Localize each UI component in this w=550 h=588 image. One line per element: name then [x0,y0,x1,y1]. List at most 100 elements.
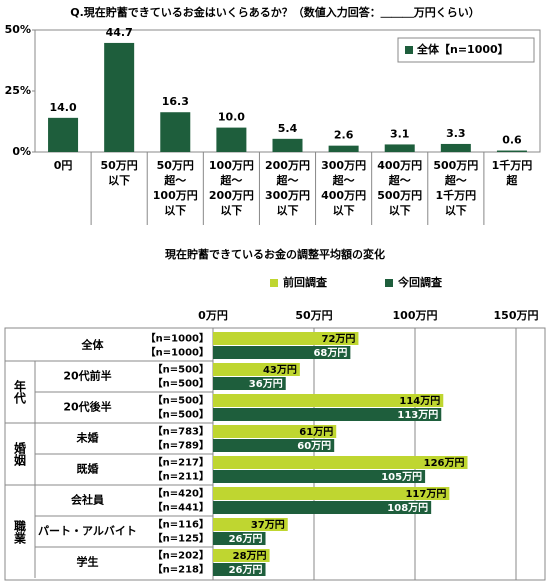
bar [213,501,432,514]
x-tick-label: 50万円 以下 [100,159,138,187]
bar [48,117,79,152]
bar [272,138,303,152]
value-label: 68万円 [313,347,347,359]
bar [440,143,471,152]
value-label: 28万円 [233,550,267,562]
bar [384,144,415,152]
value-label: 43万円 [263,364,297,376]
x-tick-label: 100万円 [393,309,438,322]
legend-swatch [385,279,393,287]
value-label: 16.3 [162,95,189,108]
n-label: 【n=1000】 [146,346,209,359]
bar [496,150,527,152]
category-label: 20代前半 [63,369,111,383]
value-label: 61万円 [299,426,333,438]
category-label: 全体 [81,338,105,352]
chart-title: 現在貯蓄できているお金の調整平均額の変化 [165,247,385,261]
n-label: 【n=202】 [153,549,209,562]
group-label: 年代 [12,380,27,404]
category-label: 既婚 [77,462,99,476]
value-label: 26万円 [229,564,263,576]
n-label: 【n=217】 [153,456,209,469]
legend-label: 全体【n=1000】 [416,42,509,56]
chart-title: Q.現在貯蓄できているお金はいくらあるか？（数値入力回答：＿＿＿万円くらい） [70,5,480,19]
n-label: 【n=789】 [153,439,209,452]
value-label: 114万円 [399,395,440,407]
n-label: 【n=500】 [153,377,209,390]
bar [213,532,266,545]
value-label: 44.7 [106,26,133,39]
category-label: パート・アルバイト [38,525,137,538]
legend-swatch [270,279,278,287]
n-label: 【n=116】 [153,518,209,531]
x-tick-label: 200万円 超～ 300万円 以下 [265,159,310,217]
n-label: 【n=125】 [153,532,209,545]
bar [213,549,270,562]
x-tick-label: 0円 [53,159,73,172]
x-tick-label: 500万円 超～ 1千万円 以下 [433,159,479,217]
bar [213,394,444,407]
value-label: 26万円 [229,533,263,545]
x-tick-label: 300万円 超～ 400万円 以下 [321,159,367,217]
category-label: 学生 [77,555,99,569]
y-tick-label: 0% [12,145,31,158]
legend-label: 今回調査 [397,275,442,289]
value-label: 5.4 [278,122,298,135]
bar [216,127,247,152]
legend-box [397,37,535,63]
n-label: 【n=500】 [153,363,209,376]
bar [213,346,351,359]
n-label: 【n=1000】 [146,332,209,345]
value-label: 126万円 [424,457,465,469]
value-label: 108万円 [387,502,428,514]
bar [213,363,300,376]
value-label: 60万円 [297,440,331,452]
y-tick-label: 50% [5,23,31,36]
n-label: 【n=441】 [153,501,209,514]
n-label: 【n=783】 [153,425,209,438]
bar [160,112,191,152]
bar [328,145,359,152]
bar [213,456,468,469]
value-label: 3.3 [446,127,466,140]
value-label: 10.0 [218,111,245,124]
value-label: 37万円 [251,519,285,531]
x-tick-label: 1千万円 超 [491,159,533,187]
bar [213,332,359,345]
bar [213,487,450,500]
x-tick-label: 100万円 超～ 200万円 以下 [208,159,254,217]
bar [213,425,337,438]
x-tick-label: 400万円 超～ 500万円 以下 [377,159,423,217]
value-label: 117万円 [405,488,446,500]
frame [4,327,546,581]
value-label: 3.1 [390,127,410,140]
n-label: 【n=500】 [153,394,209,407]
category-label: 会社員 [71,493,104,507]
bar [104,42,135,152]
n-label: 【n=420】 [153,487,209,500]
x-tick-label: 0万円 [198,309,228,322]
value-label: 14.0 [49,101,76,114]
category-label: 20代後半 [63,400,111,414]
bar [213,563,266,576]
legend-label: 前回調査 [283,275,327,289]
value-label: 105万円 [381,471,422,483]
bar [213,408,442,421]
y-tick-label: 25% [5,84,31,97]
value-label: 0.6 [502,134,522,147]
value-label: 36万円 [249,378,283,390]
n-label: 【n=211】 [153,470,209,483]
value-label: 2.6 [334,129,354,142]
n-label: 【n=500】 [153,408,209,421]
bar [213,439,335,452]
value-label: 113万円 [397,409,438,421]
x-tick-label: 50万円 [295,309,332,322]
x-tick-label: 50万円 超～ 100万円 以下 [152,159,198,217]
value-label: 72万円 [322,333,356,345]
bar [213,377,286,390]
group-label: 婚姻 [12,442,27,466]
legend-swatch [405,46,413,54]
x-tick-label: 150万円 [494,309,539,322]
